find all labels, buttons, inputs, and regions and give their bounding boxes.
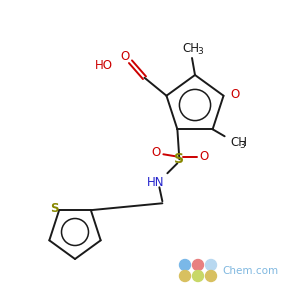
Circle shape <box>193 260 203 271</box>
Text: CH: CH <box>231 136 248 149</box>
Text: O: O <box>121 50 130 63</box>
Text: HN: HN <box>147 176 164 189</box>
Text: 3: 3 <box>197 47 203 56</box>
Text: O: O <box>152 146 161 159</box>
Text: CH: CH <box>182 43 200 56</box>
Text: S: S <box>174 152 184 166</box>
Circle shape <box>206 271 217 281</box>
Text: Chem.com: Chem.com <box>222 266 278 276</box>
Circle shape <box>206 260 217 271</box>
Circle shape <box>179 260 191 271</box>
Text: O: O <box>230 88 240 101</box>
Circle shape <box>193 271 203 281</box>
Text: HO: HO <box>94 59 112 72</box>
Circle shape <box>179 271 191 281</box>
Text: 3: 3 <box>240 141 245 150</box>
Text: S: S <box>50 202 58 215</box>
Text: O: O <box>200 150 209 163</box>
